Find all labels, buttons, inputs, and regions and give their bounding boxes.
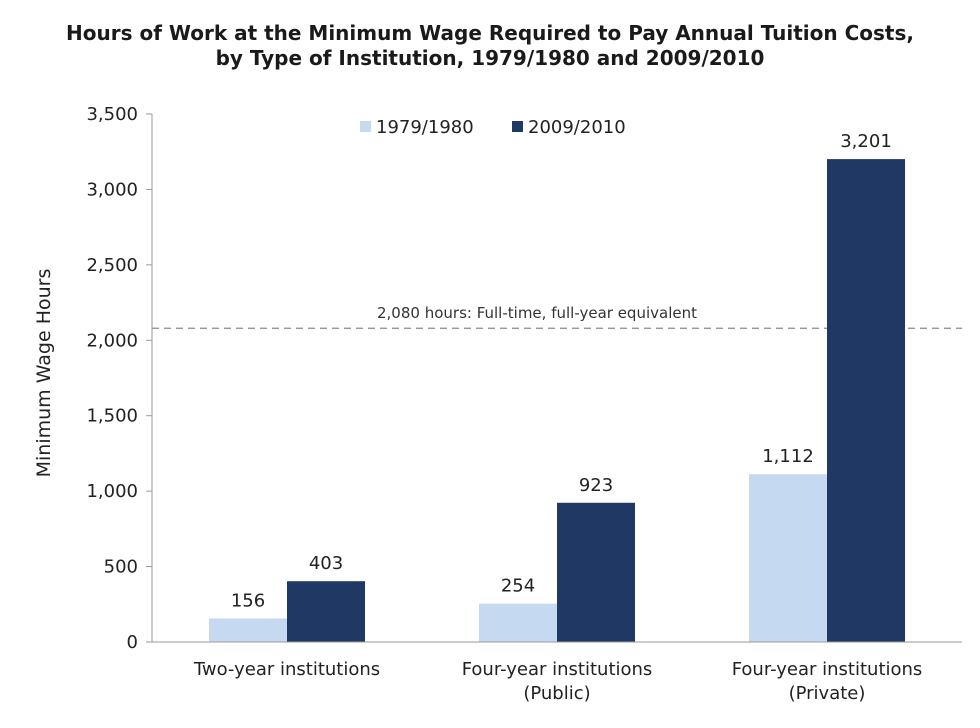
x-category-label: (Private) <box>789 683 866 704</box>
data-label: 254 <box>501 576 535 597</box>
chart-title-line: Hours of Work at the Minimum Wage Requir… <box>66 21 914 45</box>
x-category-label: Four-year institutions <box>732 659 923 680</box>
data-label: 923 <box>579 475 613 496</box>
bar-1979-1980 <box>749 474 827 642</box>
legend-label: 1979/1980 <box>376 117 474 138</box>
x-category-label: Four-year institutions <box>462 659 653 680</box>
legend-swatch <box>512 121 523 132</box>
bar-2009-2010 <box>827 159 905 642</box>
legend-swatch <box>360 121 371 132</box>
chart-title-line: by Type of Institution, 1979/1980 and 20… <box>216 46 765 70</box>
y-tick-label: 1,500 <box>86 406 138 427</box>
reference-line-label: 2,080 hours: Full-time, full-year equiva… <box>377 304 697 322</box>
y-tick-label: 3,000 <box>86 179 138 200</box>
data-label: 3,201 <box>840 131 892 152</box>
y-tick-label: 2,500 <box>86 255 138 276</box>
y-tick-label: 2,000 <box>86 330 138 351</box>
y-axis-title: Minimum Wage Hours <box>33 269 55 478</box>
bar-1979-1980 <box>209 618 287 642</box>
bars <box>209 159 905 642</box>
y-tick-label: 0 <box>127 632 138 653</box>
legend-label: 2009/2010 <box>528 117 626 138</box>
data-label: 403 <box>309 553 343 574</box>
x-category-label: Two-year institutions <box>193 659 380 680</box>
y-tick-label: 3,500 <box>86 104 138 125</box>
legend: 1979/1980 2009/2010 <box>360 117 626 138</box>
data-labels: 156 403 254 923 1,112 3,201 <box>231 131 892 611</box>
chart-title: Hours of Work at the Minimum Wage Requir… <box>66 21 914 70</box>
data-label: 1,112 <box>762 446 814 467</box>
bar-2009-2010 <box>557 502 635 642</box>
bar-1979-1980 <box>479 603 557 642</box>
bar-2009-2010 <box>287 581 365 642</box>
y-axis: 0 500 1,000 1,500 2,000 2,500 3,000 3,500 <box>86 104 153 653</box>
x-axis: Two-year institutions Four-year instituti… <box>152 641 962 704</box>
y-axis-label: Minimum Wage Hours <box>33 269 55 478</box>
y-tick-label: 1,000 <box>86 481 138 502</box>
y-tick-label: 500 <box>104 557 138 578</box>
x-category-label: (Public) <box>523 683 590 704</box>
data-label: 156 <box>231 590 265 611</box>
